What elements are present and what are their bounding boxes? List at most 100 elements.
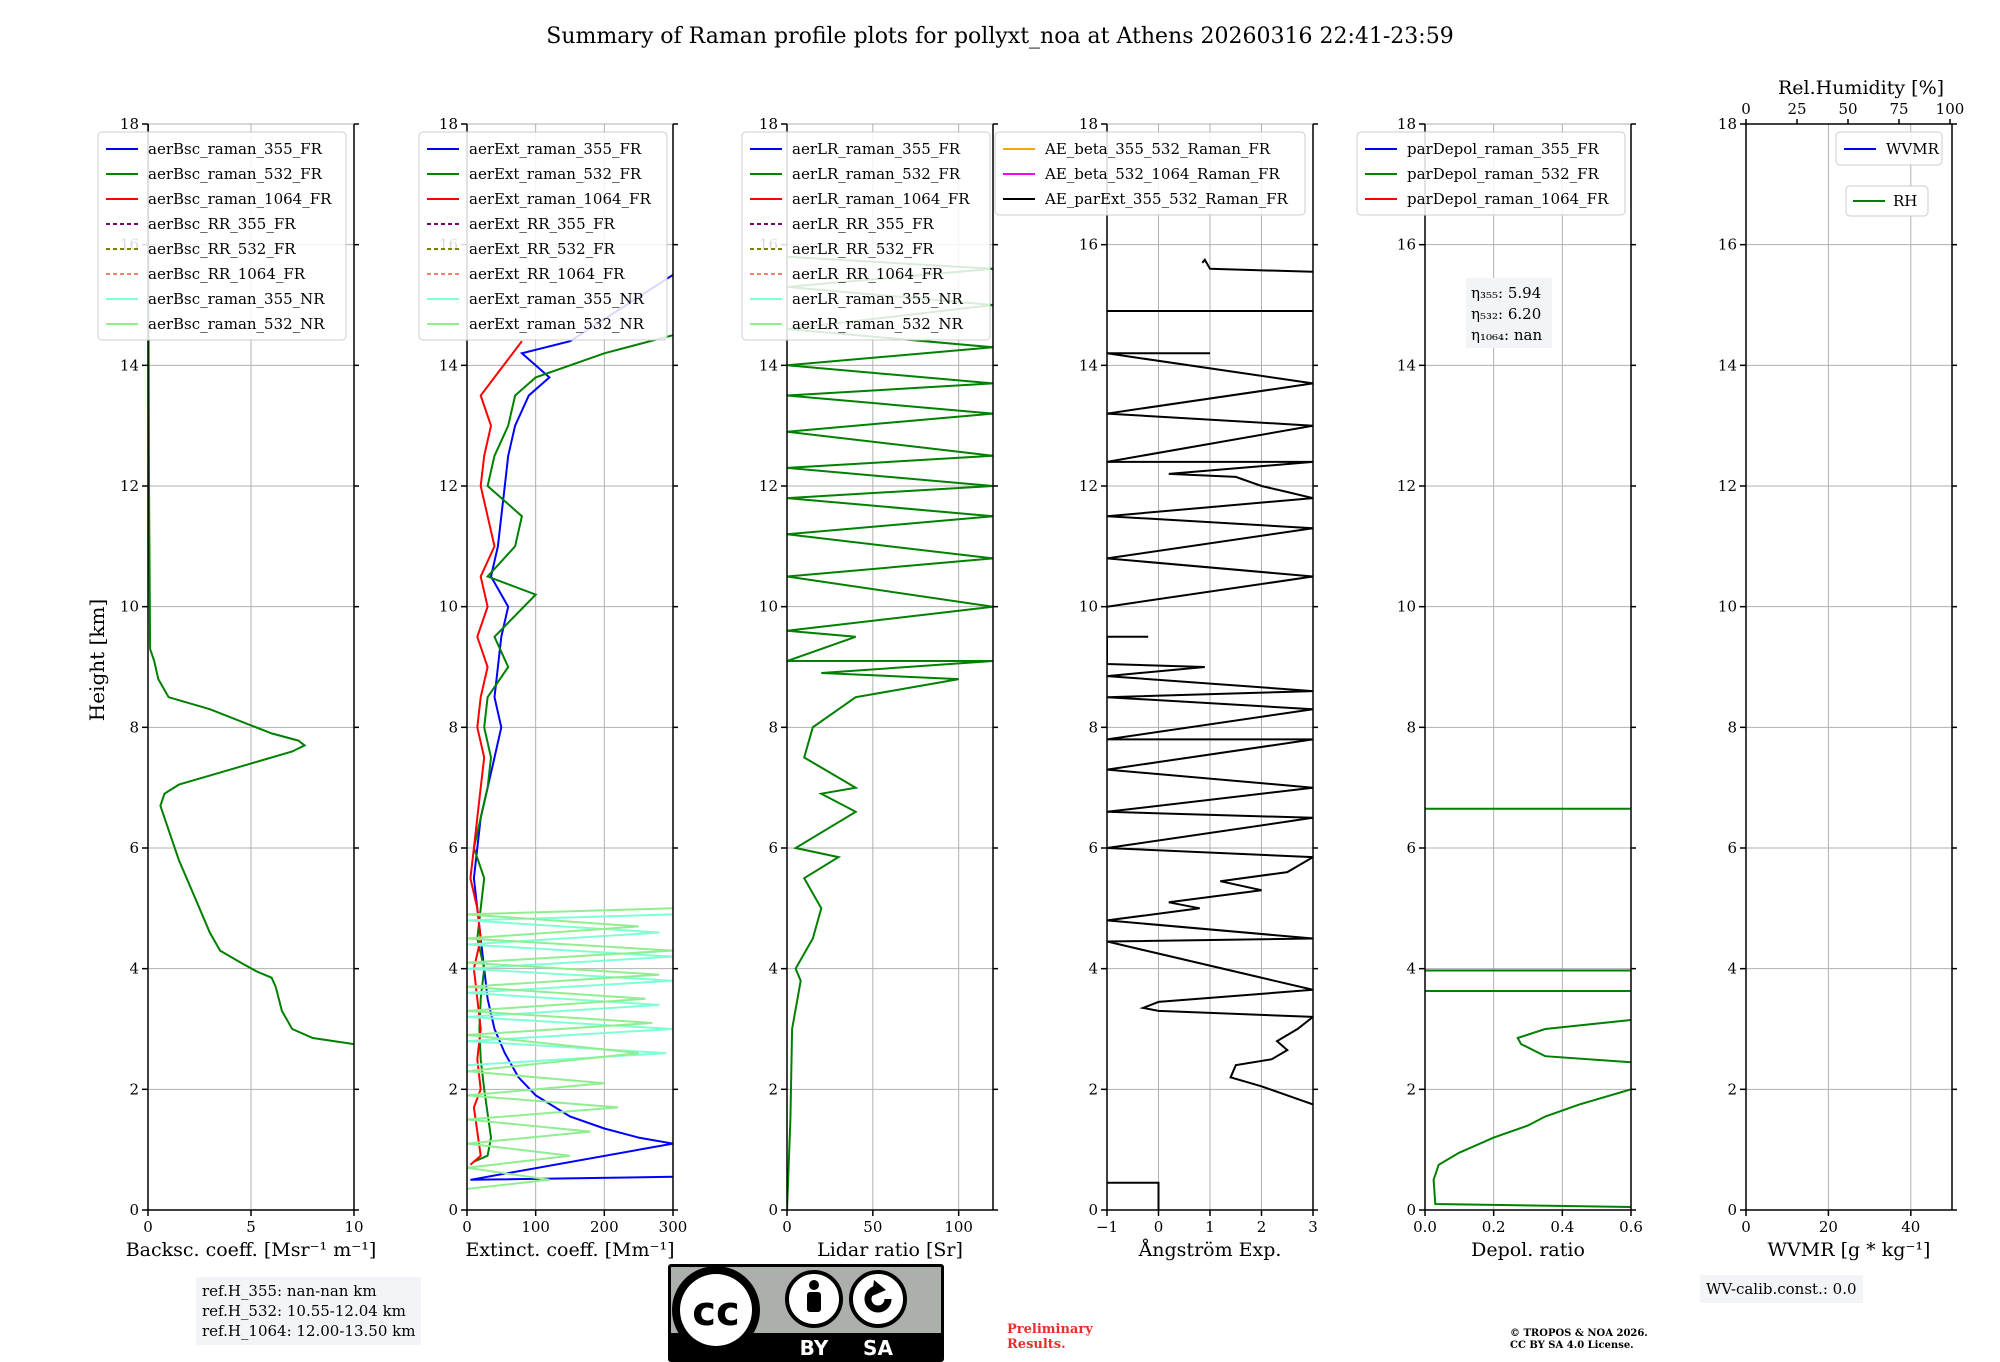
- sa-icon-arrow: [872, 1280, 886, 1296]
- xtick-label-ext: 0: [462, 1218, 472, 1236]
- ytick-label-wv: 8: [1727, 718, 1737, 736]
- ytick-label-ext: 4: [448, 960, 458, 978]
- x-axis-label-lr: Lidar ratio [Sr]: [817, 1239, 963, 1261]
- ytick-label-ae: 12: [1079, 477, 1098, 495]
- xtick-label-bsc: 10: [344, 1218, 363, 1236]
- ytick-label-depol: 6: [1406, 839, 1416, 857]
- legend-label-ae: AE_beta_532_1064_Raman_FR: [1044, 165, 1280, 183]
- legend-label-ext: aerExt_raman_355_FR: [469, 140, 642, 158]
- ytick-label-lr: 10: [759, 598, 778, 616]
- ytick-label-ext: 10: [439, 598, 458, 616]
- preliminary-line-2: Results.: [1007, 1337, 1066, 1352]
- ytick-label-ext: 12: [439, 477, 458, 495]
- legend-label-ae: AE_beta_355_532_Raman_FR: [1044, 140, 1271, 158]
- legend-label-lr: aerLR_raman_355_FR: [792, 140, 961, 158]
- series-group-ae: [1107, 258, 1313, 1210]
- ytick-label-depol: 0: [1406, 1201, 1416, 1219]
- xtick-label-wv: 0: [1741, 1218, 1751, 1236]
- series-line-AE_parExt_355_532_Raman_FR_b: [1107, 635, 1313, 1106]
- legend-label-lr: aerLR_raman_532_FR: [792, 165, 961, 183]
- legend-label-lr: aerLR_raman_532_NR: [792, 315, 963, 333]
- ytick-label-depol: 8: [1406, 718, 1416, 736]
- ytick-label-lr: 6: [768, 839, 778, 857]
- cc-logo-text: cc: [692, 1289, 739, 1335]
- legend-label-ext: aerExt_RR_355_FR: [469, 215, 616, 233]
- ytick-label-ae: 8: [1088, 718, 1098, 736]
- xtick-label-bsc: 5: [246, 1218, 256, 1236]
- legend2-wv: RH: [1845, 185, 1929, 217]
- legend-frame-depol: [1356, 131, 1626, 216]
- eta-line: η₁₀₆₄: nan: [1471, 326, 1542, 344]
- xtick-label-ae: −1: [1096, 1218, 1118, 1236]
- cc-by-sa-badge: cc BY SA: [668, 1264, 944, 1362]
- ytick-label-ae: 2: [1088, 1080, 1098, 1098]
- legend-label-lr: aerLR_RR_532_FR: [792, 240, 934, 258]
- xtick-label-depol: 0.2: [1482, 1218, 1506, 1236]
- ytick-label-bsc: 4: [129, 960, 139, 978]
- ytick-label-ae: 4: [1088, 960, 1098, 978]
- ytick-label-depol: 2: [1406, 1080, 1416, 1098]
- ytick-label-depol: 18: [1397, 115, 1416, 133]
- ytick-label-lr: 4: [768, 960, 778, 978]
- panel-depol: 0 2 4 6 8 10 12 14 16 18 0.0 0.2 0.4 0.6 Depol. ratio p…: [1356, 115, 1643, 1261]
- y-axis-label: Height [km]: [85, 599, 109, 721]
- wv-calib-box: WV-calib.const.: 0.0: [1700, 1275, 1863, 1303]
- xtick-label-lr: 0: [782, 1218, 792, 1236]
- xtick-label-ae: 0: [1154, 1218, 1164, 1236]
- legend-label-bsc: aerBsc_raman_355_NR: [148, 290, 325, 308]
- xtick-label-ext: 100: [521, 1218, 550, 1236]
- ytick-label-wv: 18: [1718, 115, 1737, 133]
- xtick-label-ext: 300: [659, 1218, 688, 1236]
- legend2-label-wv: RH: [1893, 192, 1917, 210]
- xtick-label-ae: 2: [1257, 1218, 1267, 1236]
- legend-label-bsc: aerBsc_RR_355_FR: [148, 215, 296, 233]
- legend-label-ext: aerExt_RR_532_FR: [469, 240, 616, 258]
- ytick-label-ext: 2: [448, 1080, 458, 1098]
- series-line-parDepol_raman_532_FR: [1432, 1088, 1631, 1208]
- ytick-label-depol: 14: [1397, 356, 1416, 374]
- panel-bsc: 0246810121416180510Backsc. coeff. [Msr⁻¹…: [97, 115, 376, 1261]
- ytick-label-depol: 10: [1397, 598, 1416, 616]
- by-icon-body: [807, 1292, 821, 1312]
- ytick-label-ae: 16: [1079, 236, 1098, 254]
- ytick-label-wv: 10: [1718, 598, 1737, 616]
- ytick-label-bsc: 2: [129, 1080, 139, 1098]
- top-tick-label-wv: 50: [1838, 100, 1857, 118]
- legend-lr: aerLR_raman_355_FR aerLR_raman_532_FR aerL…: [741, 131, 991, 341]
- legend-label-wv: WVMR: [1886, 140, 1940, 158]
- legend-frame-lr: [741, 131, 991, 341]
- series-group-lr: [787, 255, 993, 1210]
- xtick-label-lr: 50: [863, 1218, 882, 1236]
- xtick-label-ext: 200: [590, 1218, 619, 1236]
- ytick-label-ext: 18: [439, 115, 458, 133]
- panel-ext: 0246810121416180100200300Extinct. coeff.…: [418, 115, 688, 1261]
- ytick-label-bsc: 10: [120, 598, 139, 616]
- ref-height-355: ref.H_355: nan-nan km: [202, 1282, 377, 1300]
- ytick-label-wv: 12: [1718, 477, 1737, 495]
- ytick-label-ae: 0: [1088, 1201, 1098, 1219]
- ytick-label-bsc: 18: [120, 115, 139, 133]
- sa-icon: [849, 1270, 907, 1328]
- ytick-label-lr: 0: [768, 1201, 778, 1219]
- ytick-label-lr: 2: [768, 1080, 778, 1098]
- ytick-label-lr: 18: [759, 115, 778, 133]
- ytick-label-wv: 0: [1727, 1201, 1737, 1219]
- ytick-label-ext: 14: [439, 356, 458, 374]
- ytick-label-bsc: 12: [120, 477, 139, 495]
- ytick-label-lr: 14: [759, 356, 778, 374]
- ytick-label-ae: 6: [1088, 839, 1098, 857]
- xtick-label-ae: 3: [1308, 1218, 1318, 1236]
- legend-label-bsc: aerBsc_raman_1064_FR: [148, 190, 332, 208]
- ytick-label-wv: 2: [1727, 1080, 1737, 1098]
- series-group-ext: [467, 273, 673, 1190]
- xtick-label-bsc: 0: [143, 1218, 153, 1236]
- top-tick-label-wv: 100: [1936, 100, 1965, 118]
- ytick-label-depol: 4: [1406, 960, 1416, 978]
- eta-box: [1466, 278, 1552, 348]
- legend-label-depol: parDepol_raman_532_FR: [1407, 165, 1600, 183]
- legend-frame-ae: [994, 131, 1306, 216]
- series-line-parDepol_raman_532_FR_b: [1516, 1019, 1631, 1064]
